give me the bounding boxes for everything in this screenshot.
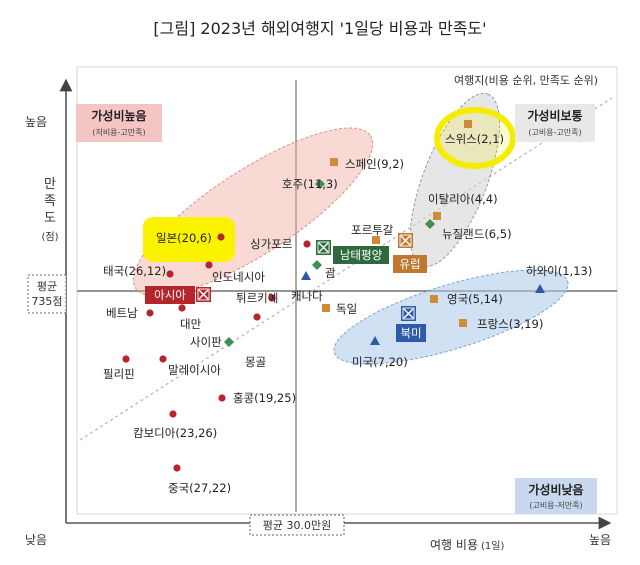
point-label: 사이판	[190, 335, 222, 349]
point-label: 독일	[336, 302, 357, 316]
data-point	[173, 464, 181, 472]
data-point	[425, 219, 435, 229]
point-label: 캄보디아(23,26)	[133, 426, 217, 440]
point-label: 호주(11,3)	[282, 177, 338, 191]
region-tag-box	[396, 324, 426, 342]
region-tag-label: 북미	[400, 326, 421, 340]
region-tag-label: 아시아	[154, 288, 186, 302]
data-point	[459, 319, 467, 327]
point-label: 하와이(1,13)	[526, 264, 592, 278]
data-point	[535, 284, 545, 293]
point-label: 태국(26,12)	[103, 264, 166, 278]
data-point	[268, 294, 276, 302]
point-label: 포르투갈	[351, 223, 394, 237]
region-tag-box	[393, 255, 427, 273]
point-label: 필리핀	[103, 367, 135, 381]
data-point	[315, 179, 325, 189]
data-point	[464, 120, 472, 128]
point-label: 홍콩(19,25)	[233, 391, 296, 405]
data-point	[433, 212, 441, 220]
region-icon	[398, 233, 413, 248]
region-icon	[316, 240, 331, 255]
point-label: 스위스(2,1)	[445, 132, 504, 146]
data-point	[218, 394, 226, 402]
highlight-switzerland	[434, 107, 516, 169]
data-point	[217, 233, 225, 241]
data-point	[166, 270, 174, 278]
region-tag-label: 유럽	[399, 257, 420, 271]
region-tag-label: 남태평양	[340, 248, 383, 262]
data-point	[430, 295, 438, 303]
region-tag-box	[145, 286, 195, 304]
point-label: 미국(7,20)	[352, 355, 408, 369]
data-point	[178, 304, 186, 312]
point-label: 캐나다	[291, 289, 323, 303]
data-point	[205, 261, 213, 269]
data-point	[301, 271, 311, 280]
data-point	[322, 304, 330, 312]
region-tag-box	[333, 246, 389, 264]
data-point	[224, 337, 234, 347]
point-label: 베트남	[106, 306, 138, 320]
point-label: 스페인(9,2)	[345, 157, 404, 171]
point-label: 영국(5,14)	[447, 292, 503, 306]
point-label: 싱가포르	[250, 237, 292, 251]
data-point	[122, 355, 130, 363]
americas-ellipse	[333, 269, 569, 365]
data-point	[312, 260, 322, 270]
point-label: 말레이시아	[168, 363, 221, 377]
point-label: 대만	[180, 317, 202, 331]
point-label: 인도네시아	[212, 270, 265, 284]
point-label: 프랑스(3,19)	[477, 317, 543, 331]
data-point	[253, 313, 261, 321]
region-icon	[196, 287, 211, 302]
point-label: 뉴질랜드(6,5)	[442, 227, 512, 241]
data-point	[330, 158, 338, 166]
region-icon	[401, 306, 416, 321]
data-point	[303, 240, 311, 248]
point-label: 튀르키예	[236, 291, 278, 305]
highlight-japan	[143, 217, 235, 262]
point-label: 이탈리아(4,4)	[428, 192, 498, 206]
data-point	[370, 336, 380, 345]
point-label: 일본(20,6)	[156, 231, 212, 245]
data-point	[169, 410, 177, 418]
data-point	[372, 236, 380, 244]
point-label: 괌	[325, 266, 336, 280]
point-label: 중국(27,22)	[168, 481, 231, 495]
data-point	[146, 309, 154, 317]
data-point	[159, 355, 167, 363]
point-label: 몽골	[245, 355, 266, 369]
